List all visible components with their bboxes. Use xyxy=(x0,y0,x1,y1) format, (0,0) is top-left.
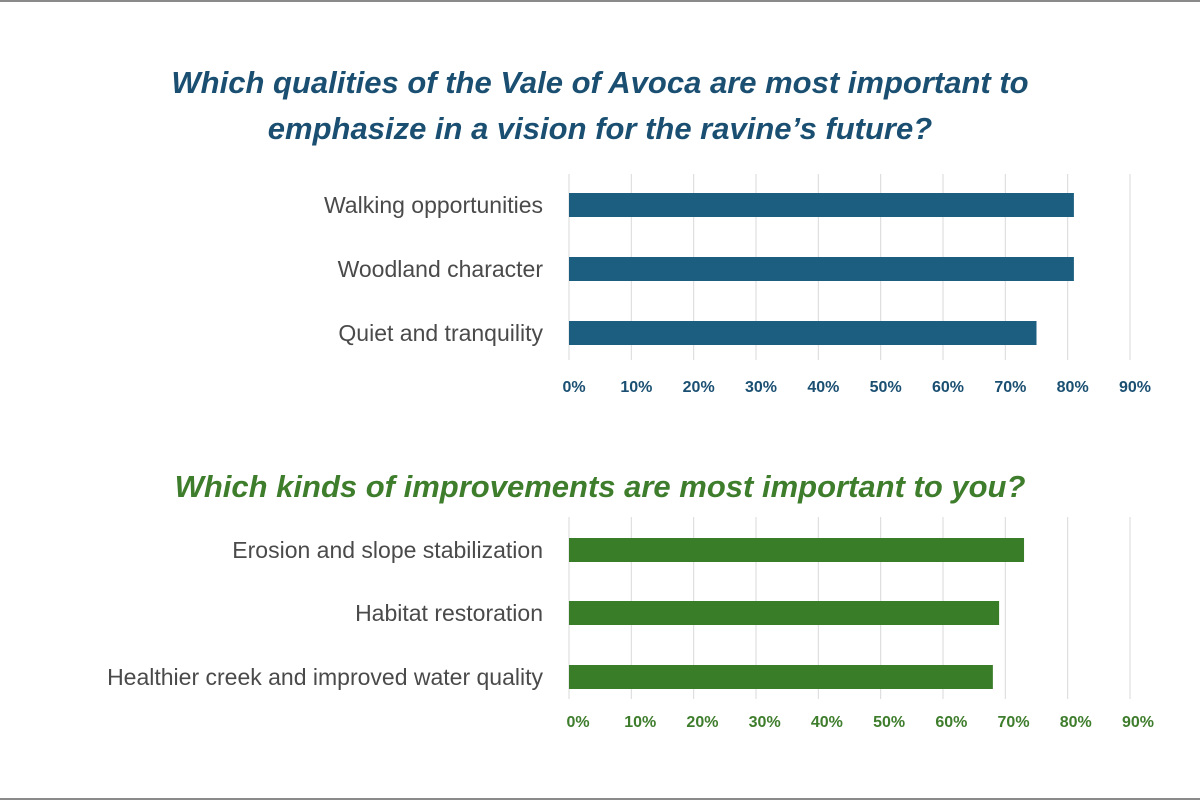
chart-2-title: Which kinds of improvements are most imp… xyxy=(174,469,1026,504)
tick-label: 30% xyxy=(749,714,781,731)
tick-label: 10% xyxy=(620,379,652,396)
bar xyxy=(569,538,1025,562)
category-label: Habitat restoration xyxy=(355,600,543,626)
bar xyxy=(569,193,1074,217)
chart-1-title-line-2: emphasize in a vision for the ravine’s f… xyxy=(267,111,933,146)
tick-label: 60% xyxy=(932,379,964,396)
tick-label: 80% xyxy=(1060,714,1092,731)
category-label: Walking opportunities xyxy=(324,192,543,218)
tick-label: 0% xyxy=(562,379,585,396)
tick-label: 80% xyxy=(1057,379,1089,396)
category-label: Quiet and tranquility xyxy=(338,320,543,346)
tick-label: 90% xyxy=(1122,714,1154,731)
tick-label: 70% xyxy=(998,714,1030,731)
tick-label: 50% xyxy=(873,714,905,731)
tick-label: 50% xyxy=(870,379,902,396)
category-label: Erosion and slope stabilization xyxy=(232,537,543,563)
chart-1-title: Which qualities of the Vale of Avoca are… xyxy=(0,60,1200,152)
tick-label: 90% xyxy=(1119,379,1151,396)
bar xyxy=(569,321,1037,345)
bar xyxy=(569,257,1074,281)
tick-label: 40% xyxy=(811,714,843,731)
bar xyxy=(569,601,1000,625)
tick-label: 20% xyxy=(686,714,718,731)
tick-label: 30% xyxy=(745,379,777,396)
chart-2: Erosion and slope stabilization Habitat r… xyxy=(107,517,1154,731)
chart-1-title-line-1: Which qualities of the Vale of Avoca are… xyxy=(171,65,1029,100)
tick-label: 40% xyxy=(807,379,839,396)
chart-1: Walking opportunities Woodland character Q… xyxy=(324,174,1151,396)
tick-label: 20% xyxy=(683,379,715,396)
tick-label: 10% xyxy=(624,714,656,731)
tick-label: 60% xyxy=(935,714,967,731)
category-label: Healthier creek and improved water quali… xyxy=(107,664,543,690)
tick-label: 0% xyxy=(566,714,589,731)
bar xyxy=(569,665,993,689)
tick-label: 70% xyxy=(994,379,1026,396)
category-label: Woodland character xyxy=(338,256,544,282)
